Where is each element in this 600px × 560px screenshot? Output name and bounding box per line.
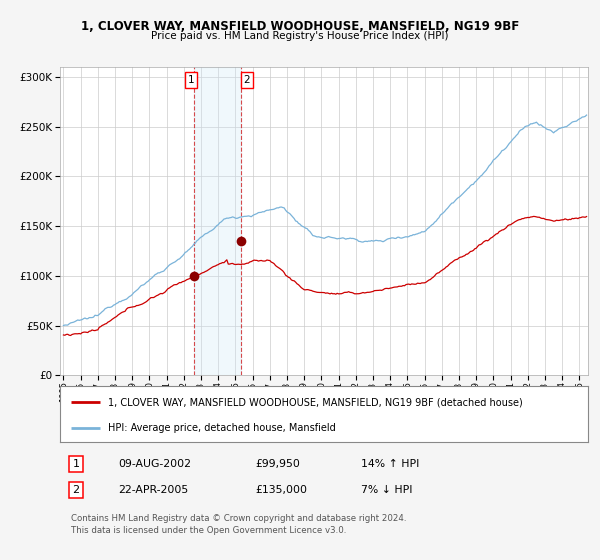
Bar — [194, 67, 241, 375]
Text: 2: 2 — [72, 485, 79, 495]
Text: Price paid vs. HM Land Registry's House Price Index (HPI): Price paid vs. HM Land Registry's House … — [151, 31, 449, 41]
Text: 1: 1 — [188, 75, 194, 85]
Text: £135,000: £135,000 — [256, 485, 307, 495]
Text: 2: 2 — [243, 75, 250, 85]
Text: £99,950: £99,950 — [256, 459, 300, 469]
Text: 22-APR-2005: 22-APR-2005 — [118, 485, 188, 495]
Text: 7% ↓ HPI: 7% ↓ HPI — [361, 485, 412, 495]
Text: 14% ↑ HPI: 14% ↑ HPI — [361, 459, 419, 469]
Text: 1, CLOVER WAY, MANSFIELD WOODHOUSE, MANSFIELD, NG19 9BF (detached house): 1, CLOVER WAY, MANSFIELD WOODHOUSE, MANS… — [107, 397, 522, 407]
Text: 1, CLOVER WAY, MANSFIELD WOODHOUSE, MANSFIELD, NG19 9BF: 1, CLOVER WAY, MANSFIELD WOODHOUSE, MANS… — [81, 20, 519, 32]
Text: 09-AUG-2002: 09-AUG-2002 — [118, 459, 191, 469]
Text: HPI: Average price, detached house, Mansfield: HPI: Average price, detached house, Mans… — [107, 423, 335, 433]
Text: Contains HM Land Registry data © Crown copyright and database right 2024.
This d: Contains HM Land Registry data © Crown c… — [71, 514, 406, 535]
Text: 1: 1 — [73, 459, 79, 469]
